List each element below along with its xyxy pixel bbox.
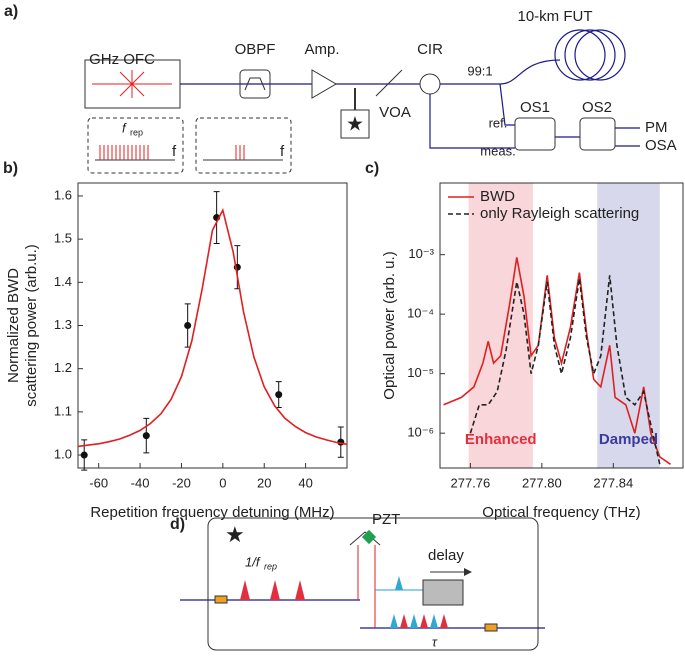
- voa-arrow: [375, 69, 403, 97]
- spool: [574, 29, 626, 81]
- label: PM: [645, 119, 668, 136]
- label: f: [172, 143, 177, 160]
- label: GHz OFC: [89, 51, 155, 68]
- y-tick-label: 1.6: [54, 187, 72, 202]
- circulator: [419, 73, 441, 95]
- data-point: [80, 451, 88, 459]
- fiber: [429, 83, 640, 149]
- label: 10-km FUT: [518, 8, 593, 25]
- star: ★: [225, 522, 245, 547]
- spectrum-box: [87, 117, 184, 174]
- comb-lines: [99, 145, 245, 160]
- spool: [564, 29, 616, 81]
- panel-label: c): [365, 160, 379, 177]
- label: PZT: [372, 511, 400, 528]
- label: f: [280, 143, 285, 160]
- pulses: [400, 614, 448, 628]
- data-line: [469, 275, 661, 465]
- filter-icon: [244, 77, 266, 91]
- y-tick-label: 10⁻⁶: [407, 425, 434, 440]
- label: Amp.: [304, 41, 339, 58]
- label: rep: [264, 561, 277, 571]
- module-box: [207, 517, 539, 651]
- label: 99:1: [467, 63, 492, 78]
- x-axis-label: Repetition frequency detuning (MHz): [90, 504, 334, 521]
- y-tick-label: 1.3: [54, 317, 72, 332]
- ofc-star: [119, 70, 145, 98]
- obpf-box: [239, 69, 271, 99]
- label: rep: [130, 127, 143, 137]
- pulses: [240, 580, 305, 600]
- os2-box: [579, 117, 616, 151]
- x-tick-label: -40: [131, 475, 150, 490]
- y-axis-label: Normalized BWD: [5, 268, 22, 383]
- delay-diagram: d) ★ PZT 1/f rep delay τ: [170, 511, 545, 651]
- y-tick-label: 1.0: [54, 446, 72, 461]
- y-tick-label: 1.1: [54, 403, 72, 418]
- y-tick-label: 10⁻³: [408, 246, 434, 261]
- x-tick-label: 277.80: [522, 475, 562, 490]
- spool: [554, 29, 606, 81]
- label: τ: [432, 634, 438, 649]
- pulses: [390, 576, 438, 628]
- connector: [484, 623, 498, 632]
- label: OS1: [520, 99, 550, 116]
- y-tick-label: 1.2: [54, 360, 72, 375]
- panel-label: d): [170, 516, 185, 533]
- y-axis-label: scattering power (arb.u.): [23, 244, 40, 407]
- x-tick-label: 0: [219, 475, 226, 490]
- x-tick-label: 40: [298, 475, 312, 490]
- legend-label: only Rayleigh scattering: [480, 205, 639, 222]
- amp: [311, 69, 337, 99]
- y-tick-label: 10⁻⁵: [407, 365, 434, 380]
- panel-label: b): [3, 160, 18, 177]
- x-tick-label: -60: [89, 475, 108, 490]
- label: f: [122, 120, 127, 135]
- y-tick-label: 1.5: [54, 231, 72, 246]
- fiber: [440, 59, 561, 85]
- label: delay: [428, 547, 464, 564]
- y-axis-label: Optical power (arb. u.): [381, 251, 398, 399]
- mirror: [349, 531, 381, 546]
- pump-box: [340, 109, 370, 139]
- plot-frame: [439, 182, 684, 469]
- x-tick-label: 277.84: [593, 475, 633, 490]
- label: OS2: [582, 99, 612, 116]
- label: OSA: [645, 137, 677, 154]
- data-line: [77, 207, 348, 448]
- label: VOA: [379, 104, 411, 121]
- pzt: [361, 529, 377, 545]
- data-line: [443, 257, 671, 465]
- x-axis-label: Optical frequency (THz): [482, 504, 640, 521]
- region-label: Enhanced: [465, 431, 537, 448]
- connector: [214, 595, 228, 604]
- label: 1/f: [245, 554, 261, 569]
- panel-label: a): [4, 3, 18, 20]
- y-tick-label: 10⁻⁴: [407, 306, 434, 321]
- beam: [357, 545, 376, 628]
- spectrum-box: [195, 117, 292, 174]
- plot-frame: [77, 182, 348, 469]
- label: ref.: [489, 115, 508, 130]
- x-tick-label: 20: [257, 475, 271, 490]
- data-point: [275, 391, 283, 399]
- legend-label: BWD: [480, 188, 515, 205]
- data-point: [184, 322, 192, 329]
- y-tick-label: 1.4: [54, 274, 72, 289]
- delay-stage: [422, 579, 464, 606]
- label: CIR: [417, 41, 443, 58]
- label: OBPF: [235, 41, 276, 58]
- data-point: [142, 432, 150, 440]
- x-tick-label: -20: [172, 475, 191, 490]
- os1-box: [514, 117, 556, 151]
- star: ★: [346, 113, 364, 135]
- region: [468, 183, 533, 468]
- region-label: Damped: [599, 431, 658, 448]
- setup-diagram: a) ★ GHz OFC OBPF Amp. CIR 10-km FUT 99:…: [4, 3, 677, 174]
- label: meas.: [480, 143, 515, 158]
- x-tick-label: 277.76: [450, 475, 490, 490]
